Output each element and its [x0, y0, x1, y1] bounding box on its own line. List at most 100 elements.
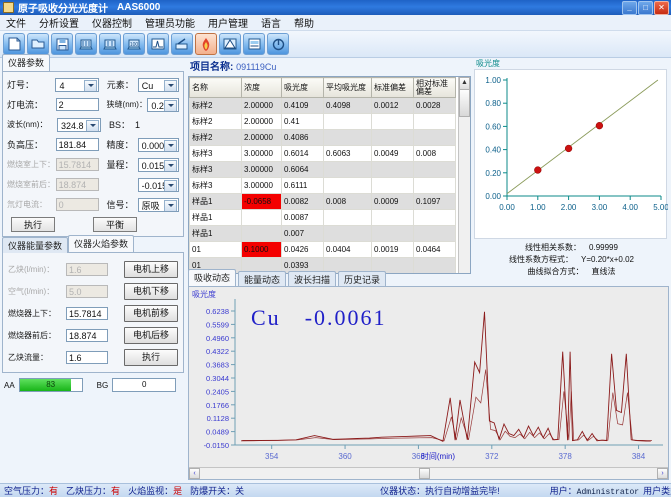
minimize-button[interactable]: _	[622, 0, 637, 15]
close-button[interactable]: ✕	[654, 0, 669, 15]
menu-item-instrument-control[interactable]: 仪器控制	[92, 19, 132, 30]
cell-absorbance[interactable]: 0.6014	[281, 145, 324, 162]
measure-icon[interactable]	[171, 33, 193, 55]
cell-rel-std-dev[interactable]	[413, 161, 456, 178]
cell-name[interactable]: 标样2	[189, 129, 242, 146]
cell-concentration[interactable]	[241, 209, 282, 226]
cell-name[interactable]: 标样3	[189, 145, 242, 162]
menu-item-help[interactable]: 帮助	[294, 19, 314, 30]
cell-name[interactable]: 样品1	[189, 225, 242, 242]
cell-concentration[interactable]: 2.00000	[241, 113, 282, 130]
menu-item-admin-functions[interactable]: 管理员功能	[145, 19, 195, 30]
cell-std-dev[interactable]: 0.0009	[371, 193, 414, 210]
cell-std-dev[interactable]	[371, 177, 414, 194]
cell-concentration[interactable]: 3.00000	[241, 145, 282, 162]
menu-item-file[interactable]: 文件	[6, 19, 26, 30]
cell-name[interactable]: 标样2	[189, 113, 242, 130]
table-row[interactable]: 标样3 3.00000 0.6111	[189, 177, 456, 194]
table-row[interactable]: 样品1 0.007	[189, 225, 456, 242]
motor-up-button[interactable]: 电机上移	[124, 260, 178, 278]
cell-absorbance[interactable]: 0.4086	[281, 129, 324, 146]
table-row[interactable]: 样品1 0.0087	[189, 209, 456, 226]
cell-absorbance[interactable]: 0.007	[281, 225, 324, 242]
cell-name[interactable]: 样品1	[189, 193, 242, 210]
save-icon[interactable]	[51, 33, 73, 55]
new-file-icon[interactable]	[3, 33, 25, 55]
cell-name[interactable]: 标样3	[189, 161, 242, 178]
balance-button[interactable]: 平衡	[93, 217, 137, 232]
col-rel-std-dev[interactable]: 相对标准偏差	[413, 77, 456, 98]
cell-rel-std-dev[interactable]	[413, 257, 456, 273]
cell-absorbance[interactable]: 0.0393	[281, 257, 324, 273]
motor-forward-button[interactable]: 电机前移	[124, 304, 178, 322]
lamp-100-icon[interactable]: 100	[123, 33, 145, 55]
burner-ud-input[interactable]: 15.7814	[66, 306, 108, 320]
tab-absorbance-dynamic[interactable]: 吸收动态	[188, 269, 237, 286]
execute-button[interactable]: 执行	[11, 217, 55, 232]
lamp-current-input[interactable]: 2	[55, 98, 99, 111]
cell-avg-absorbance[interactable]: 0.4098	[323, 97, 372, 114]
cell-avg-absorbance[interactable]	[323, 177, 372, 194]
cell-std-dev[interactable]: 0.0049	[371, 145, 414, 162]
cell-concentration[interactable]: 2.00000	[241, 129, 282, 146]
cell-absorbance[interactable]: 0.0087	[281, 209, 324, 226]
cell-avg-absorbance[interactable]	[323, 161, 372, 178]
col-name[interactable]: 名称	[189, 77, 242, 98]
cell-std-dev[interactable]	[371, 161, 414, 178]
motor-backward-button[interactable]: 电机后移	[124, 326, 178, 344]
motor-down-button[interactable]: 电机下移	[124, 282, 178, 300]
tab-energy-dynamic[interactable]: 能量动态	[238, 271, 287, 287]
cell-name[interactable]: 标样2	[189, 97, 242, 114]
cell-std-dev[interactable]	[371, 113, 414, 130]
lamp-icon[interactable]	[75, 33, 97, 55]
table-row[interactable]: 01 0.1000 0.0426 0.0404 0.0019 0.0464	[189, 241, 456, 258]
scroll-left-arrow-icon[interactable]: ‹	[189, 468, 200, 479]
menu-item-language[interactable]: 语言	[261, 19, 281, 30]
cell-absorbance[interactable]: 0.6064	[281, 161, 324, 178]
table-row[interactable]: 标样2 2.00000 0.4109 0.4098 0.0012 0.0028	[189, 97, 456, 114]
cell-std-dev[interactable]	[371, 129, 414, 146]
wave-curve-icon[interactable]	[147, 33, 169, 55]
cell-rel-std-dev[interactable]	[413, 177, 456, 194]
cell-name[interactable]: 01	[189, 241, 242, 258]
open-folder-icon[interactable]	[27, 33, 49, 55]
flame-execute-button[interactable]: 执行	[124, 348, 178, 366]
cell-concentration[interactable]: 3.00000	[241, 177, 282, 194]
tab-instrument-energy-params[interactable]: 仪器能量参数	[2, 237, 69, 253]
cell-std-dev[interactable]	[371, 209, 414, 226]
table-row[interactable]: 标样2 2.00000 0.4086	[189, 129, 456, 146]
tab-wavelength-scan[interactable]: 波长扫描	[288, 271, 337, 287]
cell-rel-std-dev[interactable]	[413, 113, 456, 130]
cell-concentration[interactable]: 2.00000	[241, 97, 282, 114]
cell-absorbance[interactable]: 0.6111	[281, 177, 324, 194]
cell-absorbance[interactable]: 0.4109	[281, 97, 324, 114]
cell-rel-std-dev[interactable]: 0.008	[413, 145, 456, 162]
cell-concentration[interactable]: 3.00000	[241, 161, 282, 178]
precision-select[interactable]: 0.0000	[137, 137, 179, 152]
cell-avg-absorbance[interactable]	[323, 129, 372, 146]
cell-rel-std-dev[interactable]: 0.0464	[413, 241, 456, 258]
cell-name[interactable]: 样品1	[189, 209, 242, 226]
flame-icon[interactable]	[195, 33, 217, 55]
cell-absorbance[interactable]: 0.0082	[281, 193, 324, 210]
cell-concentration[interactable]	[241, 225, 282, 242]
menu-item-user-management[interactable]: 用户管理	[208, 19, 248, 30]
table-row[interactable]: 标样3 3.00000 0.6064	[189, 161, 456, 178]
graph-peak-icon[interactable]	[219, 33, 241, 55]
lamp-no-select[interactable]: 4	[55, 77, 99, 92]
tab-history[interactable]: 历史记录	[338, 271, 387, 287]
power-icon[interactable]	[267, 33, 289, 55]
element-select[interactable]: Cu	[137, 77, 180, 92]
acetylene-amount-input[interactable]: 1.6	[66, 350, 108, 364]
cell-concentration[interactable]	[241, 257, 282, 273]
wavelength-select[interactable]: 324.8	[57, 117, 101, 132]
cell-absorbance[interactable]: 0.41	[281, 113, 324, 130]
cell-rel-std-dev[interactable]: 0.1097	[413, 193, 456, 210]
cell-concentration[interactable]: -0.0658	[241, 193, 282, 210]
range2-select[interactable]: -0.0150	[137, 177, 179, 192]
cell-avg-absorbance[interactable]: 0.6063	[323, 145, 372, 162]
cell-rel-std-dev[interactable]	[413, 225, 456, 242]
slit-select[interactable]: 0.2	[147, 97, 179, 112]
cell-rel-std-dev[interactable]	[413, 129, 456, 146]
cell-avg-absorbance[interactable]	[323, 225, 372, 242]
